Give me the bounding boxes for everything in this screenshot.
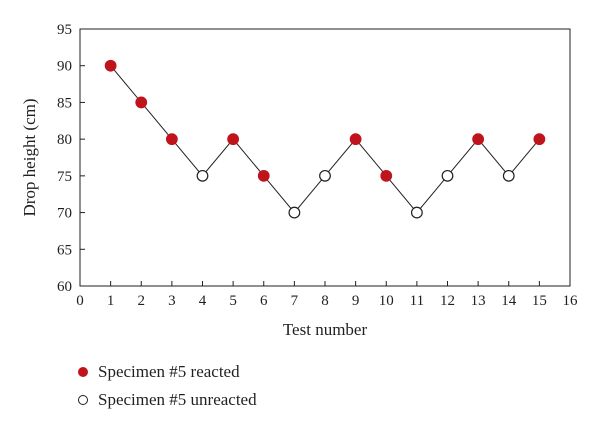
data-point-reacted	[349, 133, 362, 146]
data-point-reacted	[533, 133, 546, 146]
x-tick-label: 11	[410, 293, 424, 309]
y-tick-label: 95	[57, 22, 72, 38]
x-tick-label: 5	[229, 293, 237, 309]
y-tick-label: 75	[57, 169, 72, 185]
data-point-reacted	[257, 169, 270, 182]
legend-item-unreacted: Specimen #5 unreacted	[78, 386, 257, 414]
data-point-reacted	[104, 59, 117, 72]
legend-item-reacted: Specimen #5 reacted	[78, 358, 257, 386]
data-point-unreacted	[441, 169, 454, 182]
filled-circle-icon	[78, 367, 88, 377]
data-point-reacted	[135, 96, 148, 109]
data-points	[104, 59, 546, 219]
data-point-reacted	[227, 133, 240, 146]
x-tick-label: 6	[260, 293, 268, 309]
x-tick-label: 13	[471, 293, 486, 309]
x-tick-label: 12	[440, 293, 455, 309]
x-tick-label: 4	[199, 293, 207, 309]
y-tick-label: 60	[57, 279, 72, 295]
x-tick-label: 8	[321, 293, 329, 309]
x-tick-label: 7	[291, 293, 299, 309]
data-point-unreacted	[410, 206, 423, 219]
data-point-unreacted	[319, 169, 331, 182]
y-tick-label: 80	[57, 132, 72, 148]
data-point-unreacted	[502, 169, 515, 182]
plot-area-frame	[79, 28, 571, 287]
x-tick-label: 1	[107, 293, 115, 309]
data-point-reacted	[380, 169, 393, 182]
x-tick-label: 14	[501, 293, 517, 309]
open-circle-icon	[78, 395, 88, 405]
x-tick-label: 15	[532, 293, 547, 309]
legend-label-unreacted: Specimen #5 unreacted	[98, 390, 257, 409]
data-point-unreacted	[288, 206, 301, 219]
x-tick-label: 3	[168, 293, 176, 309]
x-tick-label: 10	[379, 293, 394, 309]
y-tick-label: 90	[57, 59, 72, 75]
data-point-reacted	[165, 133, 178, 146]
x-axis-title: Test number	[283, 320, 368, 339]
x-tick-label: 0	[76, 293, 84, 309]
y-tick-label: 70	[57, 206, 72, 222]
x-tick-label: 16	[563, 293, 579, 309]
data-point-unreacted	[196, 169, 209, 182]
y-tick-label: 65	[57, 242, 72, 258]
data-point-reacted	[472, 133, 485, 146]
axis-ticks	[79, 28, 571, 287]
x-tick-label: 2	[138, 293, 146, 309]
y-axis-title: Drop height (cm)	[20, 98, 39, 216]
x-tick-label: 9	[352, 293, 360, 309]
legend-label-reacted: Specimen #5 reacted	[98, 362, 240, 381]
legend: Specimen #5 reacted Specimen #5 unreacte…	[78, 358, 257, 414]
y-tick-label: 85	[57, 95, 72, 111]
